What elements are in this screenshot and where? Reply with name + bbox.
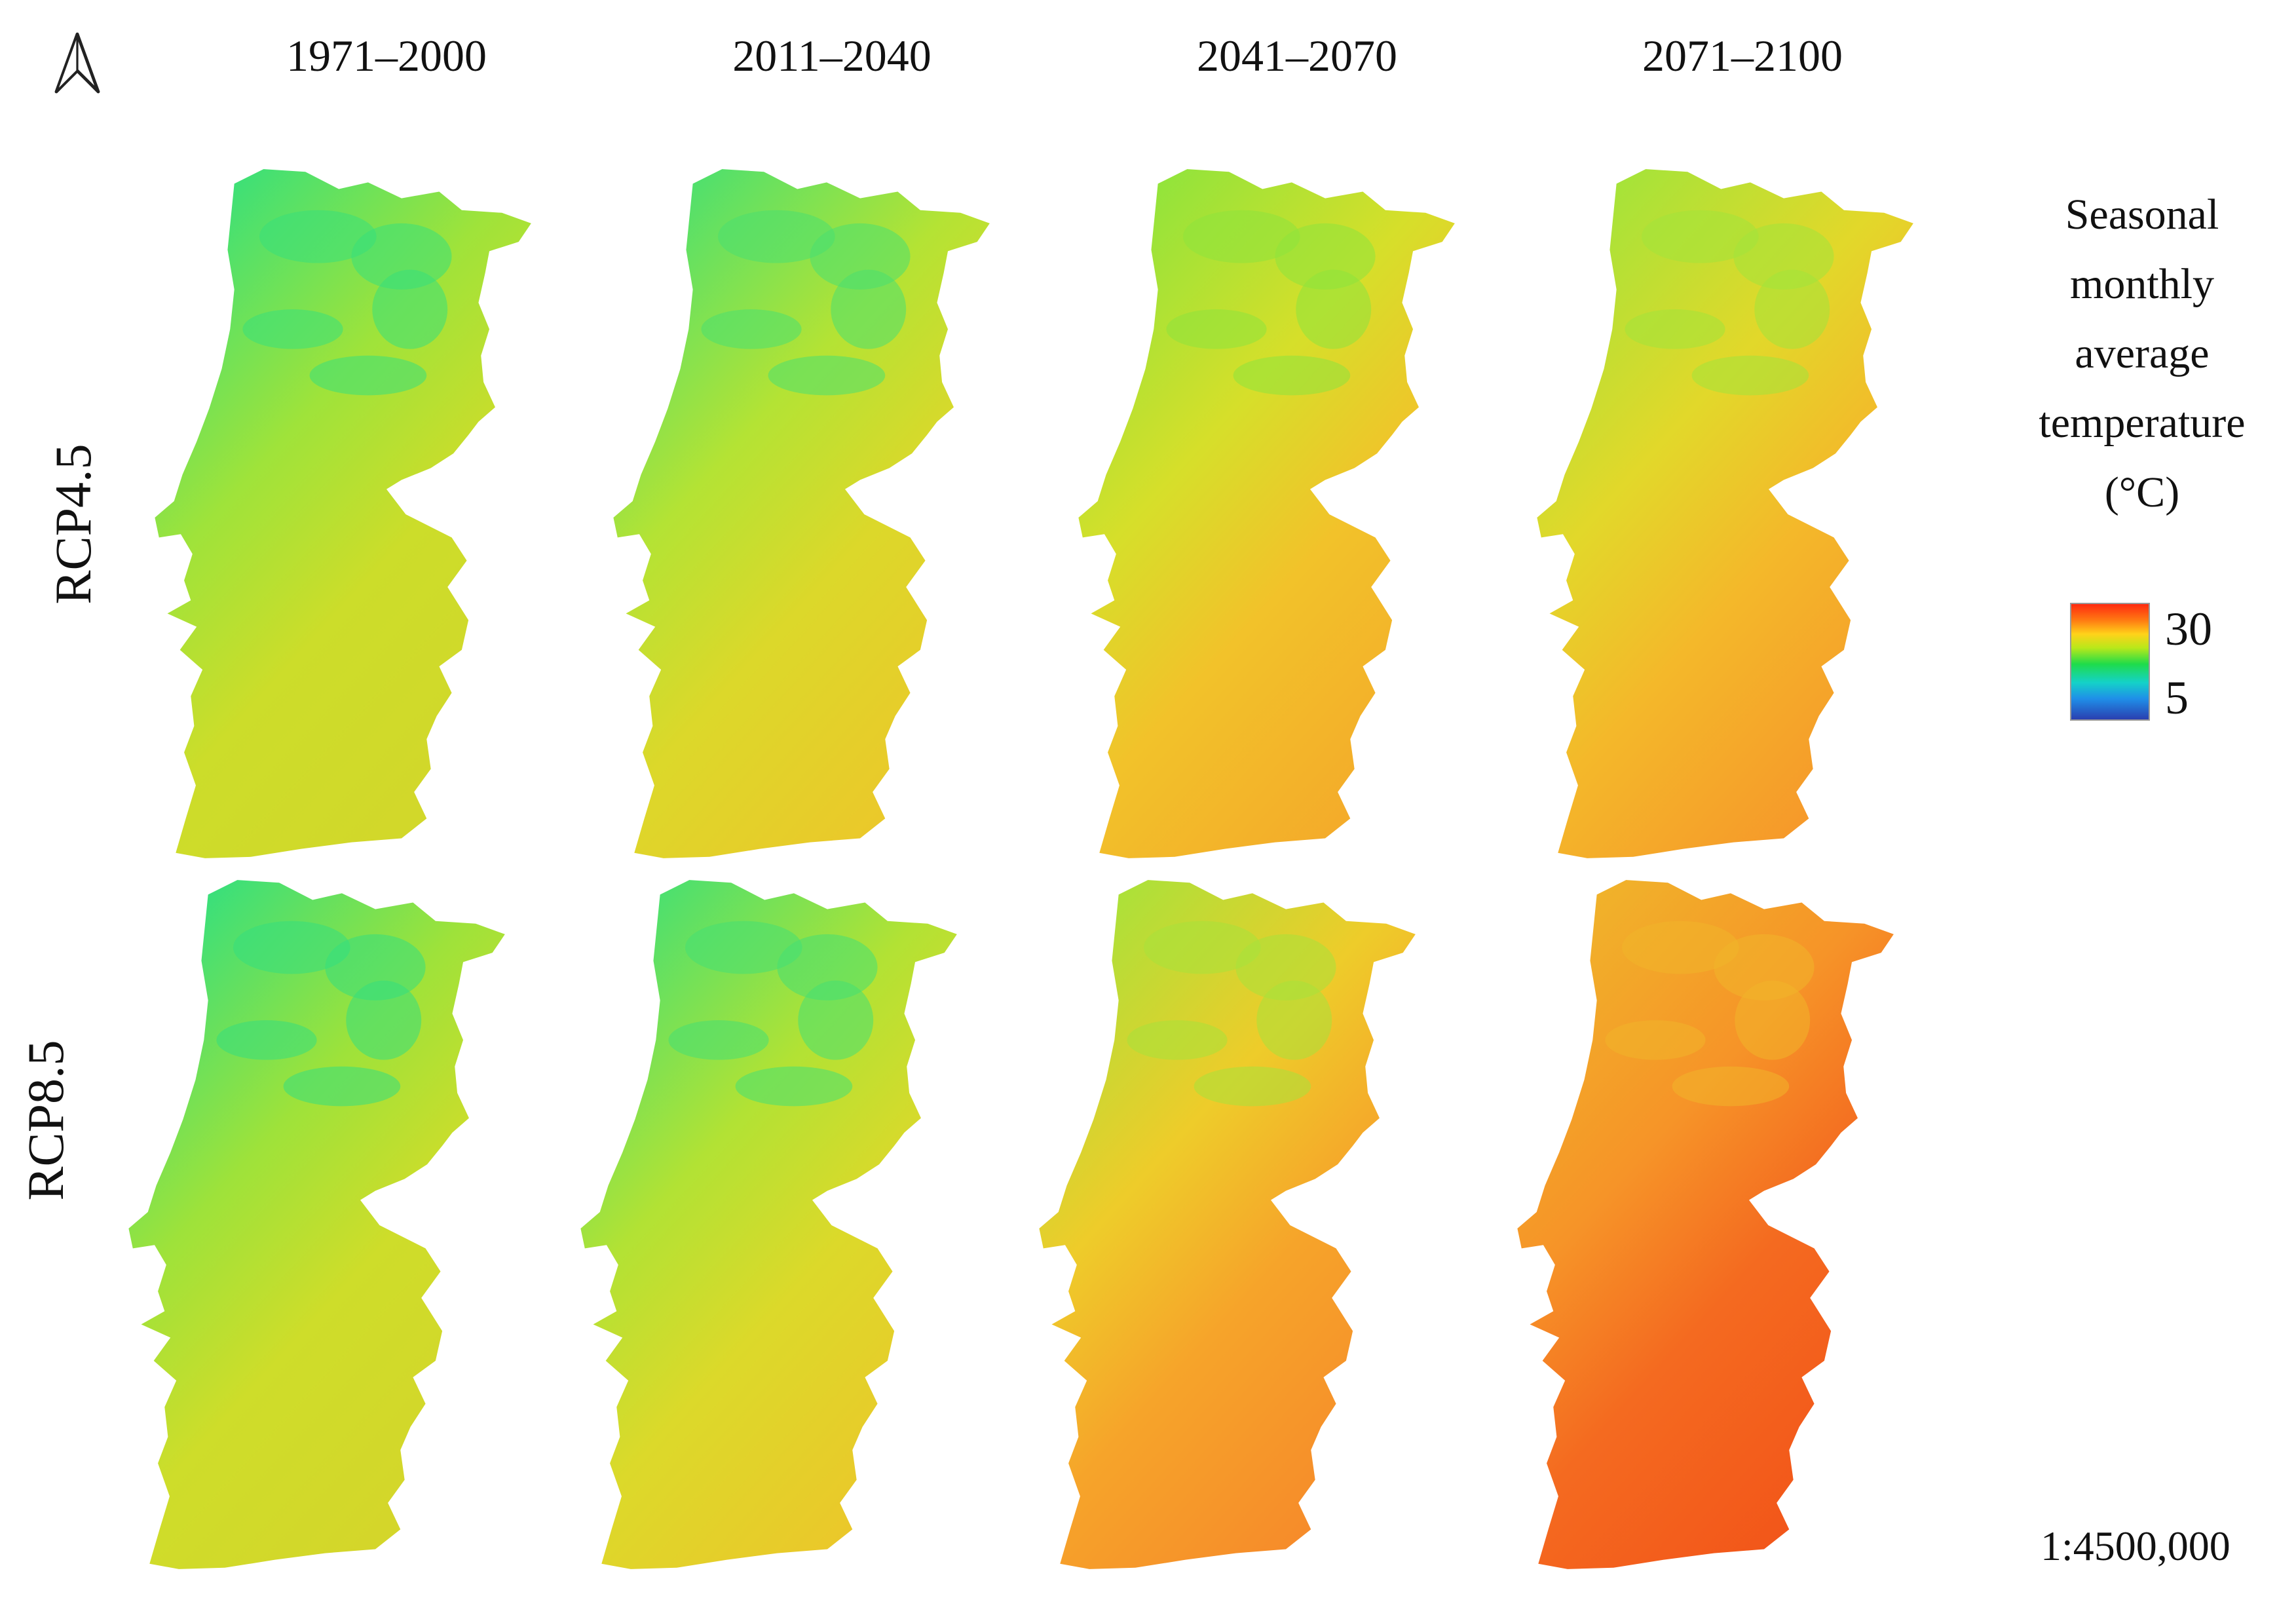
highland-area xyxy=(831,269,907,349)
legend-min-label: 5 xyxy=(2165,672,2189,724)
highland-area xyxy=(1621,921,1739,974)
map-panel xyxy=(1513,868,1906,1582)
temperature-surface xyxy=(613,169,990,858)
legend-title-line: average xyxy=(2075,330,2210,377)
highland-area xyxy=(372,269,448,349)
legend-title: Seasonal monthly average temperature (°C… xyxy=(1991,180,2293,527)
highland-area xyxy=(685,921,802,974)
highland-area xyxy=(325,934,426,1000)
portugal-map-5 xyxy=(580,880,957,1569)
highland-area xyxy=(717,210,835,263)
highland-area xyxy=(1182,210,1300,263)
temperature-surface xyxy=(580,880,957,1569)
highland-area xyxy=(1672,1066,1790,1107)
map-panel xyxy=(151,157,544,871)
portugal-map-3 xyxy=(1537,169,1913,858)
portugal-map-4 xyxy=(128,880,505,1569)
scenario-label-rcp45: RCP4.5 xyxy=(45,444,102,605)
north-arrow-icon xyxy=(51,31,104,94)
legend-title-line: (°C) xyxy=(2104,468,2180,516)
legend-color-ramp xyxy=(2070,603,2150,721)
highland-area xyxy=(1605,1020,1706,1060)
temperature-surface xyxy=(1078,169,1455,858)
highland-area xyxy=(668,1020,769,1060)
highland-area xyxy=(1256,980,1332,1060)
highland-area xyxy=(283,1066,401,1107)
highland-area xyxy=(216,1020,317,1060)
highland-area xyxy=(1233,355,1351,396)
temperature-surface xyxy=(1517,880,1894,1569)
portugal-map-6 xyxy=(1039,880,1416,1569)
portugal-map-2 xyxy=(1078,169,1455,858)
temperature-surface xyxy=(155,169,531,858)
highland-area xyxy=(1275,223,1376,290)
highland-area xyxy=(1733,223,1834,290)
highland-area xyxy=(1691,355,1809,396)
highland-area xyxy=(798,980,874,1060)
highland-area xyxy=(810,223,911,290)
map-panel xyxy=(1035,868,1428,1582)
highland-area xyxy=(1296,269,1372,349)
period-header-3: 2041–2070 xyxy=(1197,31,1397,81)
highland-area xyxy=(1235,934,1336,1000)
map-scale: 1:4500,000 xyxy=(2041,1523,2230,1569)
temperature-surface xyxy=(1537,169,1913,858)
scenario-label-rcp85: RCP8.5 xyxy=(17,1040,74,1201)
highland-area xyxy=(233,921,350,974)
highland-area xyxy=(242,309,343,349)
highland-area xyxy=(351,223,452,290)
map-panel xyxy=(1533,157,1926,871)
highland-area xyxy=(1143,921,1261,974)
legend-title-line: Seasonal xyxy=(2065,191,2219,238)
period-header-1: 1971–2000 xyxy=(286,31,487,81)
highland-area xyxy=(1714,934,1815,1000)
legend-title-line: monthly xyxy=(2069,260,2214,308)
highland-area xyxy=(1754,269,1830,349)
highland-area xyxy=(259,210,377,263)
period-header-2: 2011–2040 xyxy=(732,31,932,81)
temperature-surface xyxy=(128,880,505,1569)
highland-area xyxy=(309,355,427,396)
period-header-4: 2071–2100 xyxy=(1642,31,1843,81)
highland-area xyxy=(346,980,422,1060)
highland-area xyxy=(1127,1020,1228,1060)
highland-area xyxy=(1194,1066,1311,1107)
highland-area xyxy=(735,1066,853,1107)
portugal-map-1 xyxy=(613,169,990,858)
legend-title-line: temperature xyxy=(2039,399,2246,447)
portugal-map-0 xyxy=(155,169,531,858)
highland-area xyxy=(1641,210,1759,263)
highland-area xyxy=(1625,309,1725,349)
legend-max-label: 30 xyxy=(2165,603,2212,655)
highland-area xyxy=(1735,980,1811,1060)
highland-area xyxy=(1166,309,1267,349)
highland-area xyxy=(777,934,878,1000)
map-panel xyxy=(124,868,518,1582)
highland-area xyxy=(701,309,802,349)
map-panel xyxy=(1074,157,1467,871)
map-panel xyxy=(576,868,969,1582)
portugal-map-7 xyxy=(1517,880,1894,1569)
temperature-surface xyxy=(1039,880,1416,1569)
map-panel xyxy=(609,157,1002,871)
highland-area xyxy=(768,355,886,396)
